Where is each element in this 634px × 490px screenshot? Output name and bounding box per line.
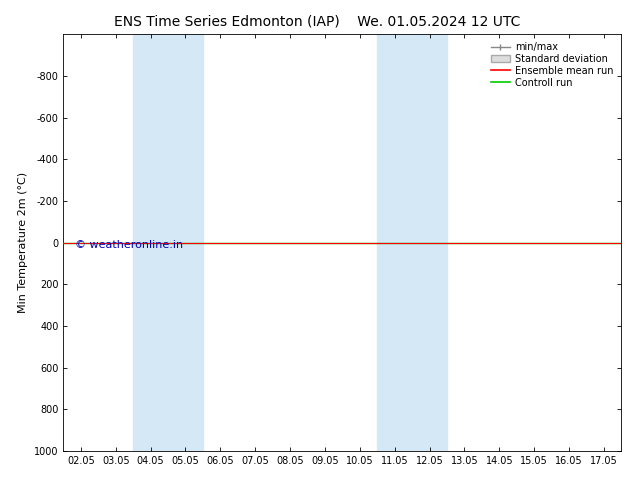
Bar [133,34,203,451]
Y-axis label: Min Temperature 2m (°C): Min Temperature 2m (°C) [18,172,29,313]
Legend: min/max, Standard deviation, Ensemble mean run, Controll run: min/max, Standard deviation, Ensemble me… [488,39,616,91]
Text: © weatheronline.in: © weatheronline.in [75,241,183,250]
Bar [377,34,447,451]
Text: ENS Time Series Edmonton (IAP)    We. 01.05.2024 12 UTC: ENS Time Series Edmonton (IAP) We. 01.05… [114,15,520,29]
